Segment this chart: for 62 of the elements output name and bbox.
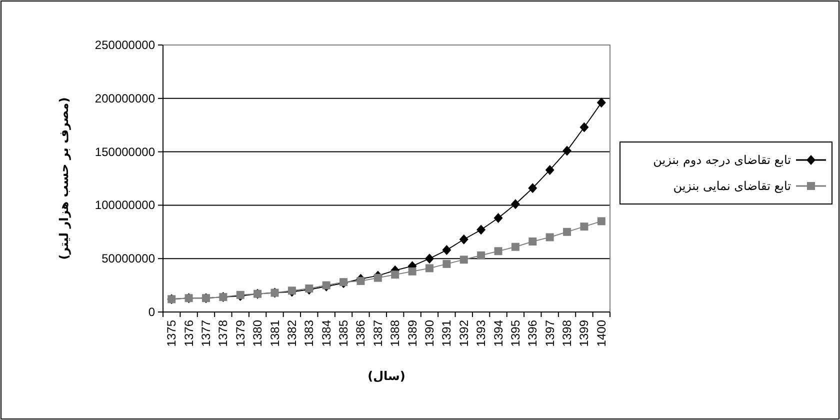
x-tick-label: 1384 bbox=[319, 320, 334, 347]
point bbox=[476, 224, 486, 235]
x-tick-label: 1379 bbox=[233, 320, 248, 347]
x-tick-label: 1382 bbox=[284, 320, 299, 347]
x-tick-label: 1377 bbox=[198, 320, 213, 347]
legend-label: تابع تقاضای نمایی بنزین bbox=[673, 179, 791, 193]
x-tick-label: 1383 bbox=[302, 320, 316, 347]
x-tick-label: 1398 bbox=[560, 320, 574, 347]
point bbox=[597, 217, 606, 226]
point bbox=[442, 260, 451, 268]
point bbox=[459, 234, 468, 244]
x-tick-label: 1394 bbox=[491, 320, 506, 347]
y-tick-label: 100000000 bbox=[94, 198, 156, 212]
point bbox=[408, 267, 416, 276]
x-tick-label: 1395 bbox=[508, 320, 522, 347]
point bbox=[563, 228, 572, 236]
point bbox=[477, 251, 486, 260]
point bbox=[580, 222, 588, 231]
x-tick-label: 1397 bbox=[542, 320, 557, 347]
x-tick-label: 1376 bbox=[182, 320, 196, 347]
point bbox=[528, 238, 537, 246]
point bbox=[425, 264, 434, 272]
point bbox=[580, 122, 589, 132]
y-tick-label: 50000000 bbox=[102, 252, 156, 266]
x-axis-title: (سال) bbox=[368, 369, 406, 383]
x-tick-label: 1388 bbox=[388, 320, 402, 347]
point bbox=[528, 183, 538, 194]
point bbox=[562, 146, 572, 156]
y-tick-label: 150000000 bbox=[94, 144, 156, 159]
x-tick-label: 1387 bbox=[370, 320, 385, 347]
point bbox=[510, 199, 520, 210]
x-tick-label: 1399 bbox=[577, 320, 592, 347]
y-tick-label: 0 bbox=[148, 305, 156, 319]
y-tick-label: 200000000 bbox=[94, 91, 156, 106]
point bbox=[494, 247, 502, 256]
x-tick-label: 1396 bbox=[526, 320, 540, 347]
y-tick-label: 250000000 bbox=[94, 38, 156, 52]
x-tick-label: 1390 bbox=[422, 320, 436, 347]
point bbox=[511, 242, 520, 251]
x-tick-label: 1392 bbox=[456, 320, 471, 347]
point bbox=[356, 277, 365, 286]
x-tick-label: 1389 bbox=[405, 320, 420, 347]
x-tick-label: 1381 bbox=[268, 320, 282, 347]
point bbox=[442, 245, 452, 256]
x-tick-label: 1378 bbox=[216, 320, 230, 347]
point bbox=[374, 274, 382, 282]
point bbox=[424, 254, 434, 264]
legend-label: تابع تقاضای درجه دوم بنزین bbox=[653, 153, 791, 167]
x-tick-label: 1400 bbox=[594, 320, 608, 347]
point bbox=[546, 233, 554, 242]
x-tick-label: 1375 bbox=[164, 320, 179, 347]
x-tick-label: 1385 bbox=[336, 320, 351, 347]
x-tick-label: 1393 bbox=[474, 320, 488, 347]
x-tick-label: 1386 bbox=[354, 320, 368, 347]
x-tick-label: 1380 bbox=[250, 320, 265, 347]
point bbox=[596, 98, 606, 108]
point bbox=[391, 270, 400, 279]
point bbox=[460, 256, 468, 264]
y-axis-title: (مصرف بر حسب هزار لیتر) bbox=[57, 97, 71, 260]
x-tick-label: 1391 bbox=[440, 320, 454, 347]
point bbox=[545, 164, 554, 175]
point bbox=[494, 213, 503, 224]
